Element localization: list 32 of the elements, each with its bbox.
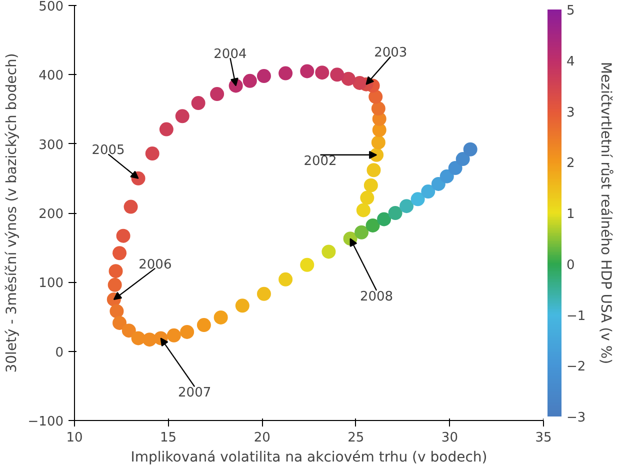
y-tick-label: 200	[38, 207, 64, 222]
color-bar-label: −2	[566, 360, 586, 375]
annotation: 2003	[374, 46, 408, 61]
color-bar-label: 0	[566, 258, 575, 273]
y-tick-label: 500	[38, 0, 64, 14]
annotation: 2002	[304, 154, 337, 169]
x-tick-label: 15	[160, 430, 177, 446]
annotation: 2004	[214, 47, 247, 62]
color-bar-label: 4	[566, 54, 575, 70]
annotation: 2005	[92, 143, 125, 158]
color-bar-title: Mezičtvrtletní růst reálného HDP USA (v %)	[598, 62, 614, 364]
annotation: 2006	[138, 257, 172, 272]
y-tick-label: −100	[28, 414, 64, 430]
color-bar-label: −3	[566, 410, 586, 426]
color-bar-label: 1	[566, 207, 575, 222]
x-tick-label: 20	[254, 430, 270, 446]
color-bar-label: 5	[566, 4, 575, 18]
y-tick-label: 0	[55, 345, 64, 360]
x-axis-title: Implikovaná volatilita na akciovém trhu (v bodech)	[130, 450, 488, 466]
annotation: 2008	[360, 289, 394, 304]
x-tick-label: 25	[348, 430, 364, 446]
y-tick-label: 100	[38, 276, 64, 292]
annotation: 2007	[178, 386, 212, 401]
y-tick-label: 400	[38, 68, 64, 84]
y-tick-label: 300	[38, 138, 64, 153]
x-tick-label: 10	[66, 430, 83, 446]
color-bar-label: −1	[566, 308, 586, 324]
y-axis-title: 30letý - 3měsíční výnos (v bazických bodech)	[4, 53, 20, 373]
x-tick-label: 30	[441, 430, 458, 446]
color-bar-label: 3	[566, 105, 575, 120]
color-bar-label: 2	[566, 156, 575, 172]
x-tick-label: 35	[535, 430, 552, 446]
